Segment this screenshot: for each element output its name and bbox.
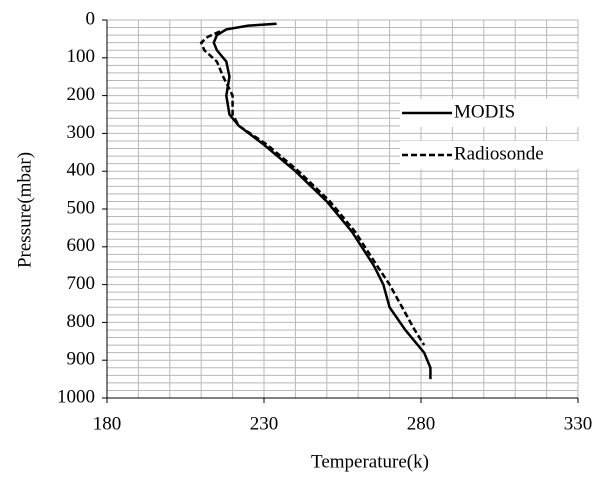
legend-label: Radiosonde: [454, 143, 544, 164]
x-tick-label: 180: [93, 413, 122, 434]
y-tick-label: 1000: [57, 386, 95, 407]
x-axis-title: Temperature(k): [311, 451, 429, 472]
series-line: [212, 22, 432, 380]
y-tick-label: 0: [86, 8, 96, 29]
y-tick-label: 900: [67, 349, 96, 370]
x-tick-label: 230: [250, 413, 279, 434]
y-tick-label: 500: [67, 197, 96, 218]
y-tick-label: 100: [67, 46, 96, 67]
y-tick-label: 200: [67, 84, 96, 105]
y-tick-label: 800: [67, 311, 96, 332]
x-tick-label: 280: [407, 413, 436, 434]
y-tick-label: 300: [67, 122, 96, 143]
y-tick-label: 600: [67, 235, 96, 256]
y-tick-label: 700: [67, 273, 96, 294]
y-tick-label: 400: [67, 160, 96, 181]
y-axis-title: Pressure(mbar): [14, 152, 35, 268]
series-line: [199, 30, 426, 346]
legend-label: MODIS: [454, 101, 515, 122]
x-tick-label: 330: [564, 413, 593, 434]
